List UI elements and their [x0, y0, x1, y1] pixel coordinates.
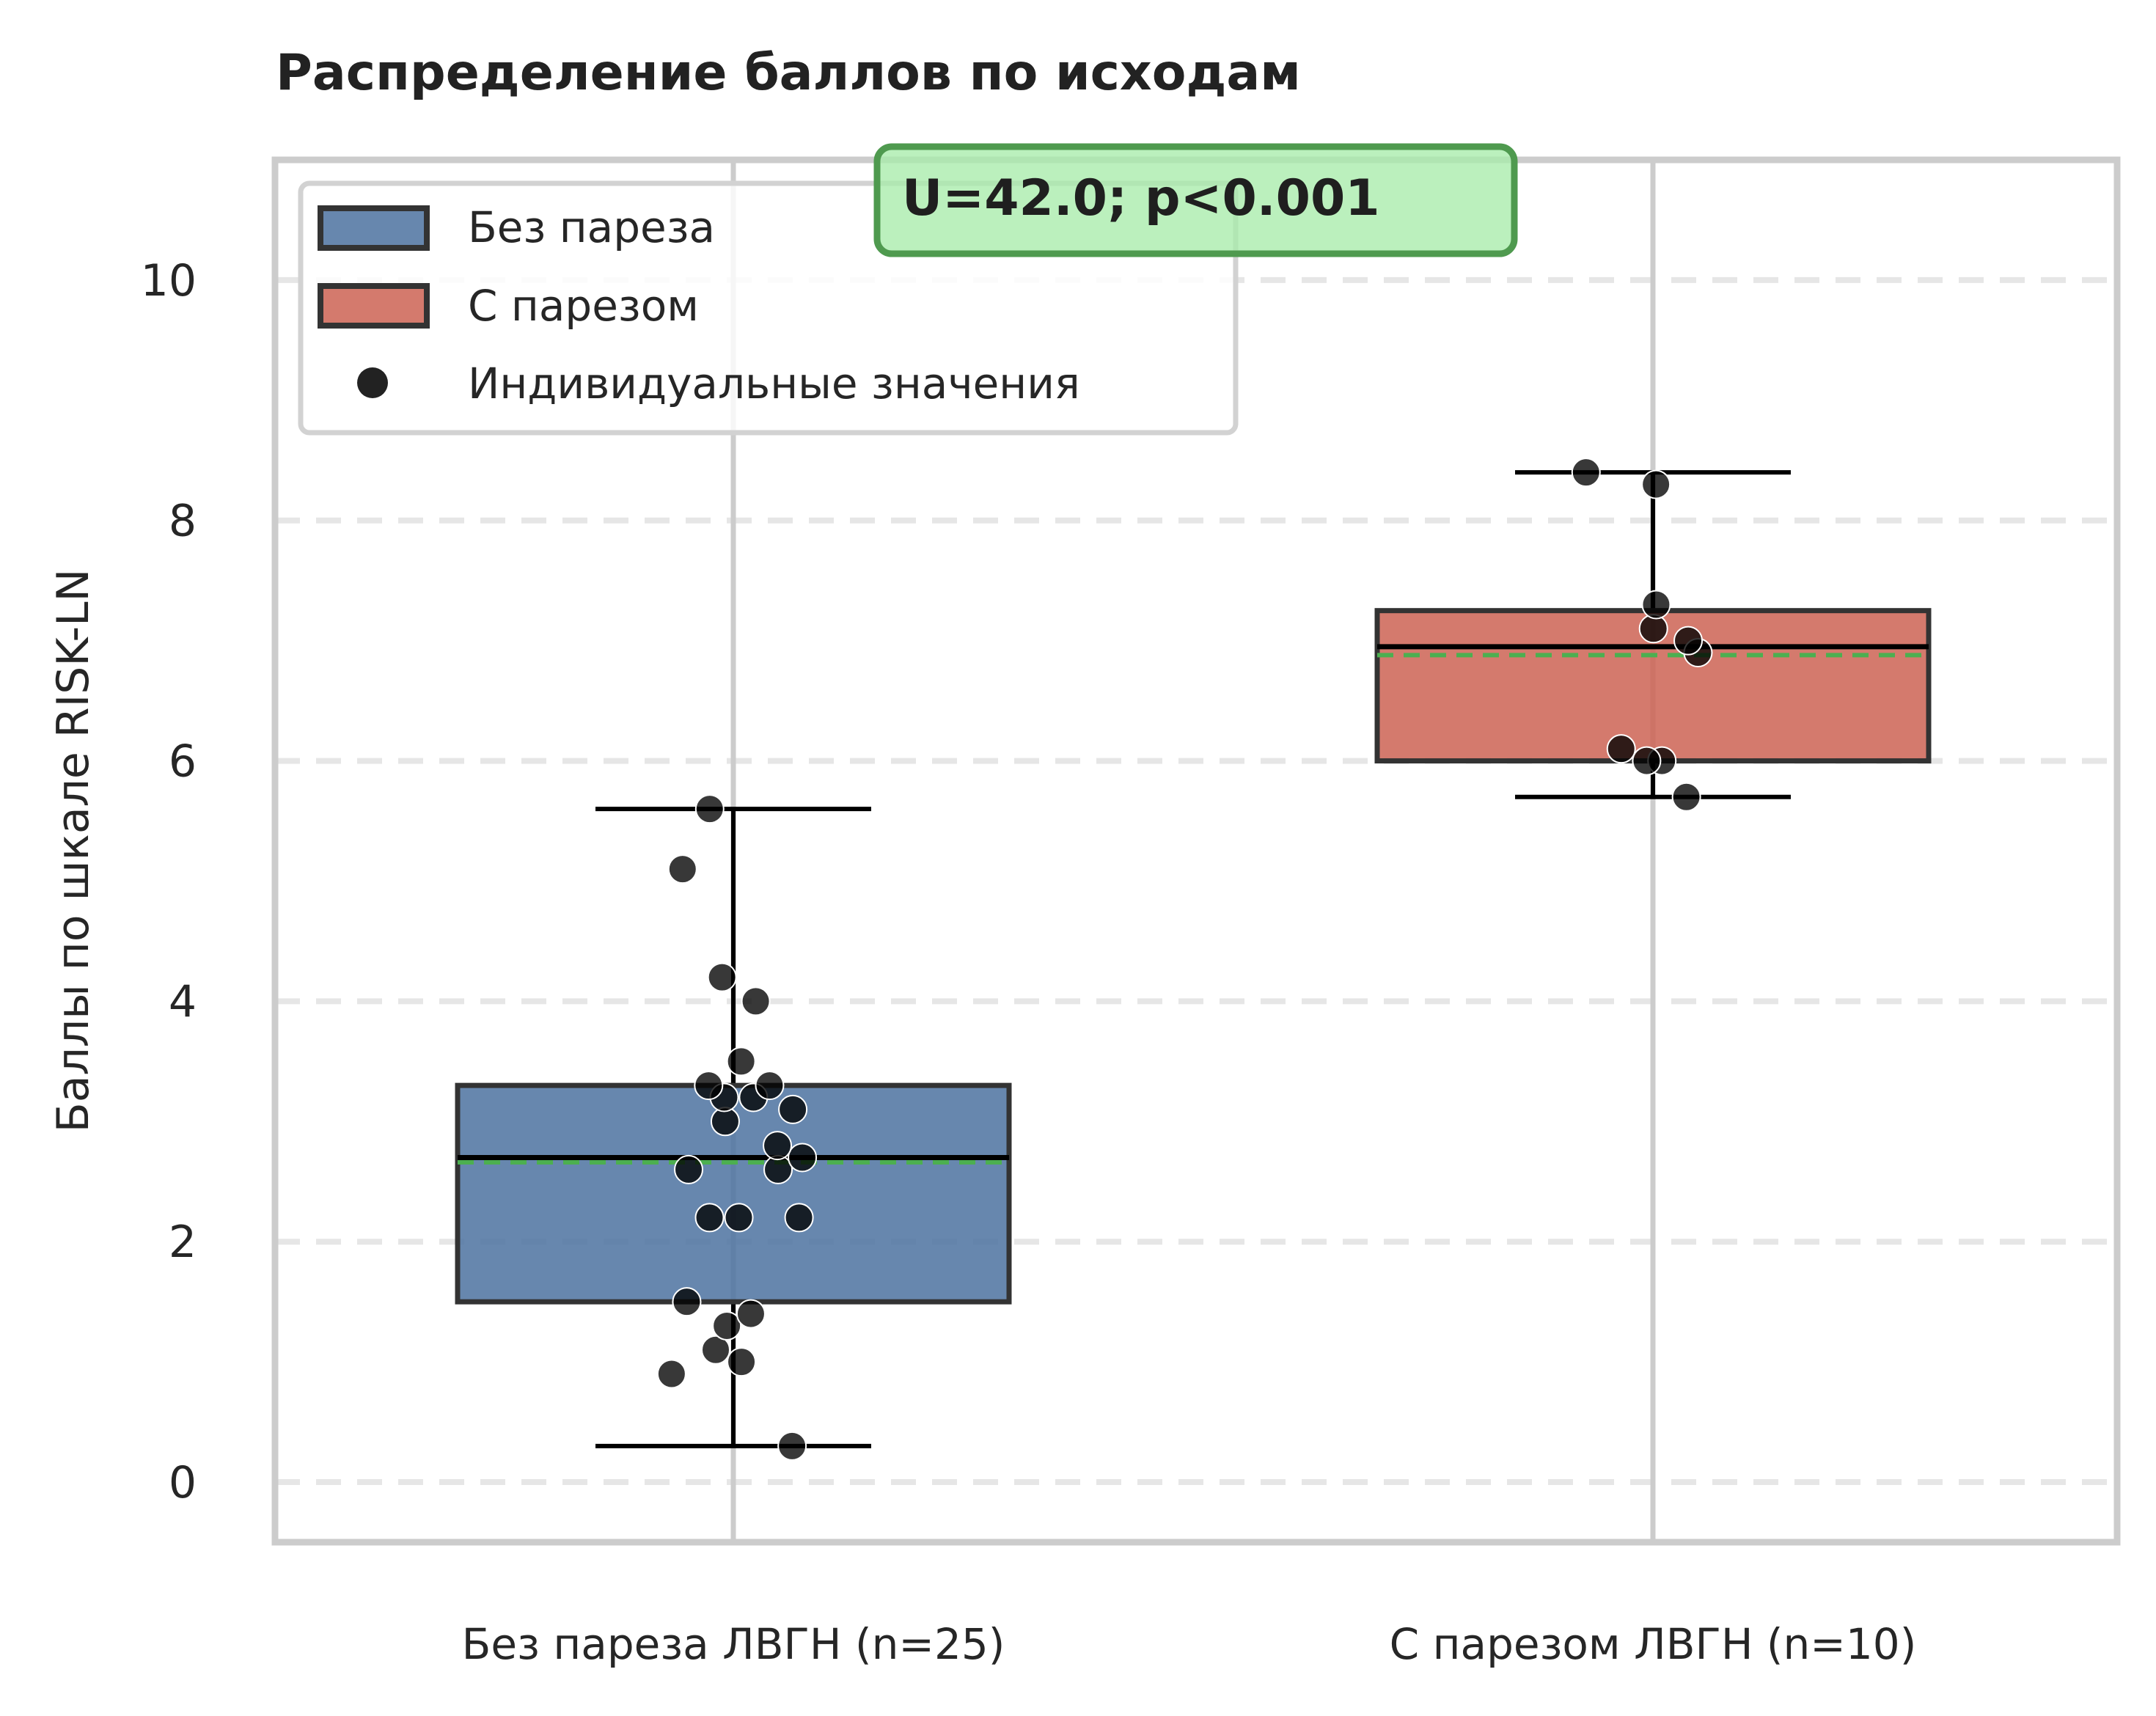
y-axis-label: Баллы по шкале RISK-LN	[48, 569, 99, 1133]
chart-title: Распределение баллов по исходам	[276, 44, 1301, 102]
data-point	[1671, 782, 1701, 812]
data-point	[1641, 590, 1671, 620]
y-tick-labels: 0 2 4 6 8 10	[141, 255, 197, 1508]
legend-marker-points	[357, 367, 388, 398]
data-point	[667, 854, 697, 884]
data-point	[712, 1310, 742, 1341]
data-point	[1606, 734, 1636, 764]
data-point	[707, 962, 737, 992]
data-point	[784, 1203, 814, 1233]
data-point	[777, 1431, 807, 1461]
data-point	[736, 1299, 766, 1329]
data-point	[1632, 746, 1662, 776]
point-layer	[656, 458, 1713, 1461]
legend-label-points: Индивидуальные значения	[468, 359, 1080, 408]
data-point	[694, 794, 725, 824]
data-point	[656, 1359, 686, 1389]
data-point	[1571, 458, 1601, 488]
legend-swatch-paresis	[318, 283, 430, 329]
y-tick-label: 2	[169, 1217, 197, 1268]
data-point	[694, 1203, 725, 1233]
legend: Без пареза С парезом Индивидуальные знач…	[298, 180, 1239, 436]
y-tick-label: 8	[169, 496, 197, 547]
data-point	[727, 1347, 757, 1377]
stat-annotation-text: U=42.0; p<0.001	[902, 169, 1380, 227]
data-point	[674, 1154, 704, 1184]
data-point	[1641, 469, 1671, 499]
x-tick-label: С парезом ЛВГН (n=10)	[1390, 1619, 1917, 1669]
data-point	[741, 986, 771, 1016]
data-point	[788, 1143, 818, 1173]
data-point	[1673, 626, 1704, 656]
data-point	[755, 1071, 785, 1101]
data-point	[694, 1071, 724, 1101]
legend-label-paresis: С парезом	[468, 281, 699, 331]
y-tick-label: 6	[169, 736, 197, 788]
y-tick-label: 10	[141, 255, 197, 307]
stat-annotation-box	[873, 143, 1518, 257]
data-point	[701, 1335, 731, 1365]
y-tick-label: 0	[169, 1457, 197, 1508]
data-point	[763, 1131, 793, 1161]
stat-annotation: U=42.0; p<0.001	[873, 143, 1518, 257]
data-point	[778, 1094, 808, 1124]
data-point	[726, 1046, 756, 1077]
x-tick-label: Без пареза ЛВГН (n=25)	[462, 1619, 1005, 1669]
legend-label-no-paresis: Без пареза	[468, 202, 715, 252]
data-point	[672, 1287, 702, 1317]
data-point	[724, 1203, 754, 1233]
legend-swatch-no-paresis	[318, 205, 430, 251]
y-tick-label: 4	[169, 976, 197, 1027]
